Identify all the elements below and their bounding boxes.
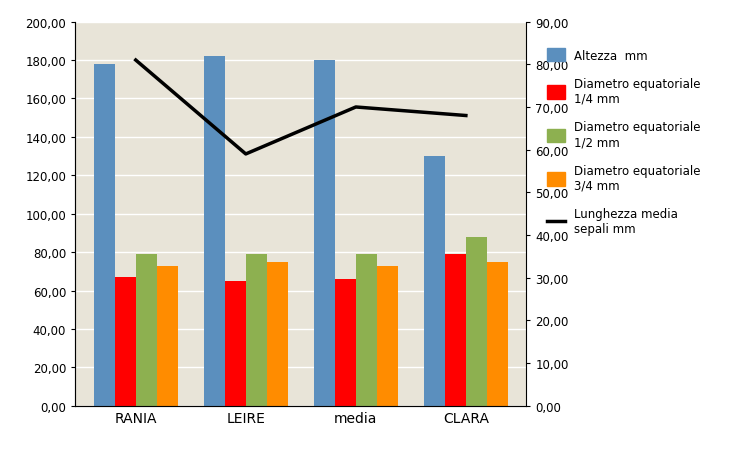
Bar	[445, 254, 466, 406]
Bar	[314, 61, 335, 406]
Legend: Altezza  mm, Diametro equatoriale
1/4 mm, Diametro equatoriale
1/2 mm, Diametro : Altezza mm, Diametro equatoriale 1/4 mm,…	[547, 49, 701, 235]
Bar	[377, 266, 398, 406]
Bar	[225, 281, 246, 406]
Bar	[204, 57, 225, 406]
Bar	[135, 254, 156, 406]
Bar	[156, 266, 177, 406]
Bar	[267, 262, 287, 406]
Bar	[356, 254, 377, 406]
Bar	[246, 254, 267, 406]
Bar	[94, 65, 115, 406]
Bar	[424, 157, 445, 406]
Bar	[487, 262, 508, 406]
Bar	[335, 279, 356, 406]
Bar	[115, 277, 135, 406]
Bar	[466, 237, 487, 406]
